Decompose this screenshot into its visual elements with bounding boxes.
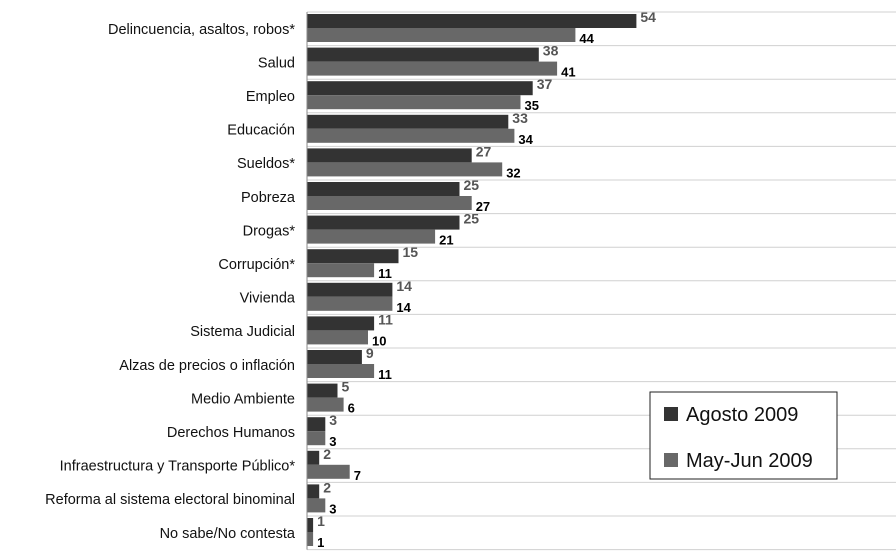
value-label-agosto: 3: [329, 412, 337, 428]
value-label-agosto: 33: [512, 110, 528, 126]
value-label-agosto: 15: [403, 244, 419, 260]
value-label-agosto: 9: [366, 345, 374, 361]
bar-mayjun: [307, 330, 368, 345]
category-label: Infraestructura y Transporte Público*: [60, 459, 296, 475]
bar-agosto: [307, 215, 460, 230]
category-label: Sistema Judicial: [190, 324, 295, 340]
bar-agosto: [307, 518, 314, 532]
value-label-agosto: 2: [323, 446, 331, 462]
category-label: Pobreza: [241, 190, 296, 206]
value-label-mayjun: 41: [561, 65, 575, 80]
value-label-agosto: 27: [476, 143, 492, 159]
category-label: Delincuencia, asaltos, robos*: [108, 22, 295, 38]
legend-box: [649, 391, 838, 480]
value-label-mayjun: 6: [348, 401, 355, 416]
value-label-mayjun: 10: [372, 333, 386, 348]
bar-agosto: [307, 282, 393, 297]
bar-agosto: [307, 450, 320, 465]
legend: Agosto 2009 May-Jun 2009: [649, 391, 838, 480]
bar-mayjun: [307, 397, 344, 412]
bar-agosto: [307, 249, 399, 264]
bar-mayjun: [307, 431, 326, 446]
bar-agosto: [307, 350, 362, 364]
bar-agosto: [307, 47, 539, 62]
category-label: Salud: [258, 55, 295, 71]
value-label-agosto: 54: [640, 9, 656, 25]
bar-agosto: [307, 417, 326, 432]
bar-agosto: [307, 148, 472, 163]
value-label-mayjun: 32: [506, 165, 520, 180]
category-label: Medio Ambiente: [191, 391, 295, 407]
legend-label-agosto: Agosto 2009: [686, 404, 798, 426]
value-label-mayjun: 44: [579, 31, 594, 46]
value-label-agosto: 11: [378, 311, 393, 327]
bar-agosto: [307, 14, 637, 28]
bar-mayjun: [307, 464, 350, 479]
bar-mayjun: [307, 162, 503, 177]
category-label: Corrupción*: [218, 257, 295, 273]
legend-label-mayjun: May-Jun 2009: [686, 450, 813, 472]
value-label-mayjun: 35: [525, 98, 539, 113]
bar-agosto: [307, 383, 338, 398]
value-label-agosto: 5: [342, 379, 350, 395]
value-label-mayjun: 14: [396, 300, 411, 315]
value-labels: 5444384137353334273225272521151114141110…: [317, 9, 656, 550]
legend-swatch-agosto: [664, 407, 678, 421]
bar-agosto: [307, 114, 509, 129]
bar-mayjun: [307, 364, 375, 378]
category-labels: Delincuencia, asaltos, robos* Salud Empleo…: [45, 22, 296, 542]
category-label: No sabe/No contesta: [160, 526, 296, 542]
bar-mayjun: [307, 498, 326, 513]
bar-mayjun: [307, 229, 436, 244]
bar-agosto: [307, 182, 460, 196]
value-label-mayjun: 11: [378, 266, 392, 281]
value-label-agosto: 1: [317, 513, 325, 529]
value-label-mayjun: 11: [378, 367, 392, 382]
value-label-mayjun: 27: [476, 199, 490, 214]
category-label: Alzas de precios o inflación: [119, 358, 295, 374]
bars: [307, 14, 637, 546]
bar-mayjun: [307, 28, 576, 42]
category-label: Sueldos*: [237, 156, 295, 172]
value-label-mayjun: 1: [317, 535, 324, 550]
value-label-mayjun: 34: [518, 132, 533, 147]
value-label-agosto: 2: [323, 479, 331, 495]
category-label: Empleo: [246, 89, 295, 105]
value-label-mayjun: 21: [439, 233, 453, 248]
category-label: Reforma al sistema electoral binominal: [45, 492, 295, 508]
bar-mayjun: [307, 61, 558, 76]
bar-agosto: [307, 316, 375, 331]
category-label: Drogas*: [243, 223, 296, 239]
category-label: Derechos Humanos: [167, 425, 295, 441]
bar-agosto: [307, 484, 320, 499]
value-label-agosto: 37: [537, 76, 553, 92]
category-label: Educación: [227, 123, 295, 139]
bar-mayjun: [307, 532, 314, 546]
bar-mayjun: [307, 95, 521, 110]
value-label-mayjun: 7: [354, 468, 361, 483]
category-label: Vivienda: [240, 291, 296, 307]
bar-mayjun: [307, 263, 375, 278]
bar-mayjun: [307, 296, 393, 311]
bar-agosto: [307, 81, 533, 96]
value-label-mayjun: 3: [329, 434, 336, 449]
value-label-agosto: 25: [464, 177, 480, 193]
bar-mayjun: [307, 196, 472, 210]
legend-swatch-mayjun: [664, 453, 678, 467]
bar-mayjun: [307, 128, 515, 143]
value-label-agosto: 14: [396, 278, 412, 294]
value-label-agosto: 38: [543, 43, 559, 59]
value-label-mayjun: 3: [329, 501, 336, 516]
value-label-agosto: 25: [464, 211, 480, 227]
